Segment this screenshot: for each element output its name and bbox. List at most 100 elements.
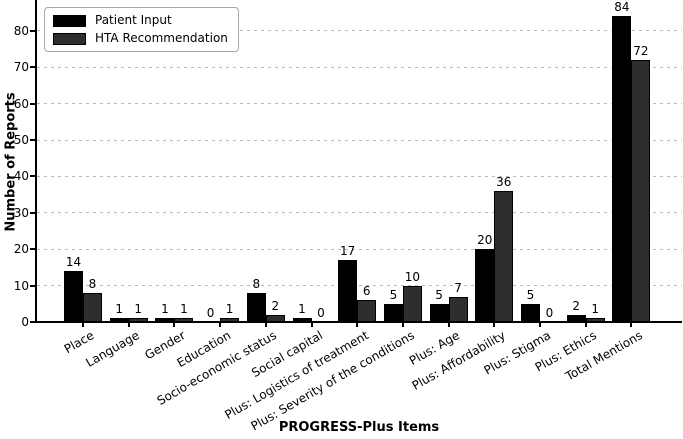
bar-patient-input — [429, 303, 449, 322]
y-tick-mark — [30, 321, 35, 323]
x-tick-mark — [539, 323, 541, 327]
legend-label-hta-recommendation: HTA Recommendation — [95, 31, 228, 45]
bar-value-label: 1 — [115, 302, 123, 317]
bar-value-label: 7 — [454, 280, 462, 295]
y-tick-mark — [30, 29, 35, 32]
x-axis-spine — [35, 321, 682, 323]
bar-patient-input — [155, 318, 175, 322]
bar-hta-recommendation — [83, 292, 102, 322]
bar-patient-input — [521, 303, 540, 322]
bar-patient-input — [383, 303, 403, 322]
bar-hta-recommendation — [494, 190, 514, 322]
bar-patient-input — [292, 318, 312, 322]
bar-value-label: 36 — [496, 174, 512, 189]
bar-patient-input — [612, 16, 632, 322]
bar-value-label: 1 — [591, 302, 599, 317]
gridline-50 — [37, 139, 682, 141]
y-tick-mark — [30, 175, 35, 178]
y-axis-label: Number of Reports — [3, 92, 19, 232]
legend-item-hta-recommendation: HTA Recommendation — [53, 31, 228, 46]
bar-value-label: 5 — [389, 287, 398, 302]
y-tick-label: 0 — [21, 315, 29, 329]
bar-value-label: 5 — [526, 287, 535, 302]
x-tick-mark — [584, 323, 587, 327]
x-tick-mark — [447, 323, 450, 327]
y-tick-label: 60 — [13, 96, 29, 111]
bar-patient-input — [475, 249, 495, 322]
gridline-70 — [37, 66, 682, 68]
legend-swatch-patient-input — [53, 14, 86, 27]
bar-patient-input — [566, 314, 586, 322]
legend-label-patient-input: Patient Input — [95, 13, 172, 27]
x-tick-mark — [82, 323, 84, 327]
x-tick-mark — [310, 323, 313, 327]
y-tick-label: 80 — [13, 23, 29, 38]
y-tick-mark — [30, 211, 35, 214]
bar-patient-input — [338, 260, 358, 322]
bar-value-label: 10 — [404, 269, 421, 284]
bar-hta-recommendation — [448, 296, 468, 322]
bar-value-label: 1 — [180, 302, 188, 317]
x-tick-mark — [493, 323, 496, 327]
gridline-60 — [37, 103, 682, 105]
bar-value-label: 0 — [545, 306, 554, 320]
bar-value-label: 1 — [298, 302, 306, 317]
bar-value-label: 8 — [252, 276, 261, 291]
y-tick-label: 10 — [13, 278, 29, 293]
y-tick-label: 70 — [13, 60, 29, 75]
legend: Patient Input HTA Recommendation — [44, 7, 239, 52]
bar-hta-recommendation — [128, 318, 148, 322]
y-tick-mark — [30, 139, 35, 141]
bar-patient-input — [246, 292, 266, 322]
y-tick-mark — [30, 248, 35, 251]
bar-hta-recommendation — [402, 285, 422, 322]
bar-value-label: 0 — [206, 306, 215, 320]
y-tick-label: 20 — [13, 242, 29, 257]
bar-patient-input — [64, 271, 83, 322]
x-tick-mark — [264, 323, 267, 327]
x-tick-mark — [127, 323, 130, 327]
y-tick-mark — [30, 66, 35, 69]
gridline-30 — [37, 212, 682, 214]
y-axis-spine — [35, 0, 37, 323]
bar-hta-recommendation — [631, 59, 651, 322]
bar-value-label: 0 — [317, 306, 325, 320]
x-axis-label: PROGRESS-Plus Items — [278, 420, 440, 435]
bar-value-label: 84 — [614, 0, 630, 15]
bar-hta-recommendation — [265, 314, 285, 322]
bar-value-label: 1 — [161, 302, 169, 317]
bar-value-label: 2 — [271, 298, 280, 313]
bar-patient-input — [109, 318, 129, 322]
bar-value-label: 8 — [88, 276, 97, 291]
bar-value-label: 1 — [134, 302, 142, 317]
gridline-80 — [37, 30, 682, 32]
y-tick-label: 50 — [13, 133, 29, 147]
bar-value-label: 1 — [225, 302, 234, 317]
bar-hta-recommendation — [174, 318, 194, 322]
x-tick-mark — [356, 323, 359, 327]
gridline-40 — [37, 175, 682, 177]
legend-item-patient-input: Patient Input — [53, 13, 228, 28]
bar-value-label: 5 — [435, 287, 443, 302]
x-tick-mark — [219, 323, 222, 327]
bar-value-label: 14 — [65, 255, 82, 270]
bar-hta-recommendation — [357, 300, 377, 322]
gridline-10 — [37, 285, 682, 287]
bar-value-label: 17 — [340, 244, 356, 259]
legend-swatch-hta-recommendation — [53, 32, 86, 45]
y-tick-label: 30 — [13, 205, 29, 220]
gridline-20 — [37, 248, 682, 250]
bar-value-label: 6 — [362, 284, 371, 299]
bar-value-label: 72 — [633, 43, 649, 58]
x-tick-mark — [630, 323, 633, 327]
bar-value-label: 20 — [477, 233, 493, 248]
y-tick-mark — [30, 102, 35, 105]
bar-hta-recommendation — [220, 318, 240, 322]
x-tick-mark — [401, 323, 404, 327]
bar-value-label: 2 — [572, 298, 580, 313]
bar-hta-recommendation — [585, 318, 605, 322]
x-tick-mark — [173, 323, 176, 327]
y-tick-label: 40 — [13, 169, 29, 184]
y-tick-mark — [30, 284, 35, 287]
